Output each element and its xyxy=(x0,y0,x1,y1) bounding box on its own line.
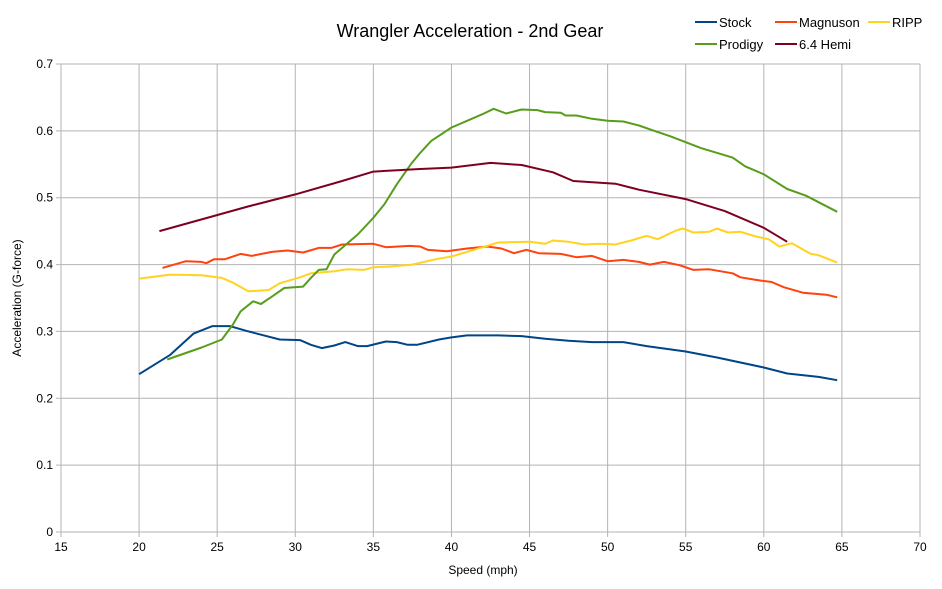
y-tick-label: 0.3 xyxy=(36,324,53,338)
x-tick-label: 55 xyxy=(679,540,693,554)
y-tick-label: 0.7 xyxy=(36,57,53,71)
x-tick-label: 30 xyxy=(289,540,303,554)
y-tick-label: 0.2 xyxy=(36,391,53,405)
x-tick-label: 60 xyxy=(757,540,771,554)
x-tick-label: 25 xyxy=(211,540,225,554)
y-axis-label: Acceleration (G-force) xyxy=(10,239,24,356)
series-lines xyxy=(138,107,838,382)
legend-label-magnuson: Magnuson xyxy=(799,15,860,30)
x-tick-label: 45 xyxy=(523,540,537,554)
legend: Stock Magnuson RIPP Prodigy 6.4 Hemi xyxy=(695,15,922,52)
series-line-stock xyxy=(138,325,838,382)
y-tick-label: 0.5 xyxy=(36,191,53,205)
grid xyxy=(56,63,921,537)
x-tick-label: 35 xyxy=(367,540,381,554)
series-line-ripp xyxy=(138,227,838,293)
y-tick-label: 0.4 xyxy=(36,258,53,272)
series-line-prodigy xyxy=(166,107,838,361)
x-axis-label: Speed (mph) xyxy=(448,563,517,577)
legend-label-prodigy: Prodigy xyxy=(719,37,764,52)
chart-title: Wrangler Acceleration - 2nd Gear xyxy=(337,21,604,41)
x-axis-ticks: 15 20 25 30 35 40 45 50 55 60 65 70 xyxy=(54,540,927,554)
series-line-magnuson xyxy=(162,242,838,299)
x-tick-label: 50 xyxy=(601,540,615,554)
legend-label-6-4-hemi: 6.4 Hemi xyxy=(799,37,851,52)
x-tick-label: 65 xyxy=(835,540,849,554)
x-tick-label: 40 xyxy=(445,540,459,554)
y-tick-label: 0.1 xyxy=(36,458,53,472)
y-tick-label: 0 xyxy=(46,525,53,539)
x-tick-label: 20 xyxy=(132,540,146,554)
legend-label-ripp: RIPP xyxy=(892,15,922,30)
y-axis-ticks: 0 0.1 0.2 0.3 0.4 0.5 0.6 0.7 xyxy=(36,57,53,539)
series-line-6-4-hemi xyxy=(159,161,788,243)
legend-label-stock: Stock xyxy=(719,15,752,30)
x-tick-label: 15 xyxy=(54,540,68,554)
y-tick-label: 0.6 xyxy=(36,124,53,138)
x-tick-label: 70 xyxy=(913,540,927,554)
